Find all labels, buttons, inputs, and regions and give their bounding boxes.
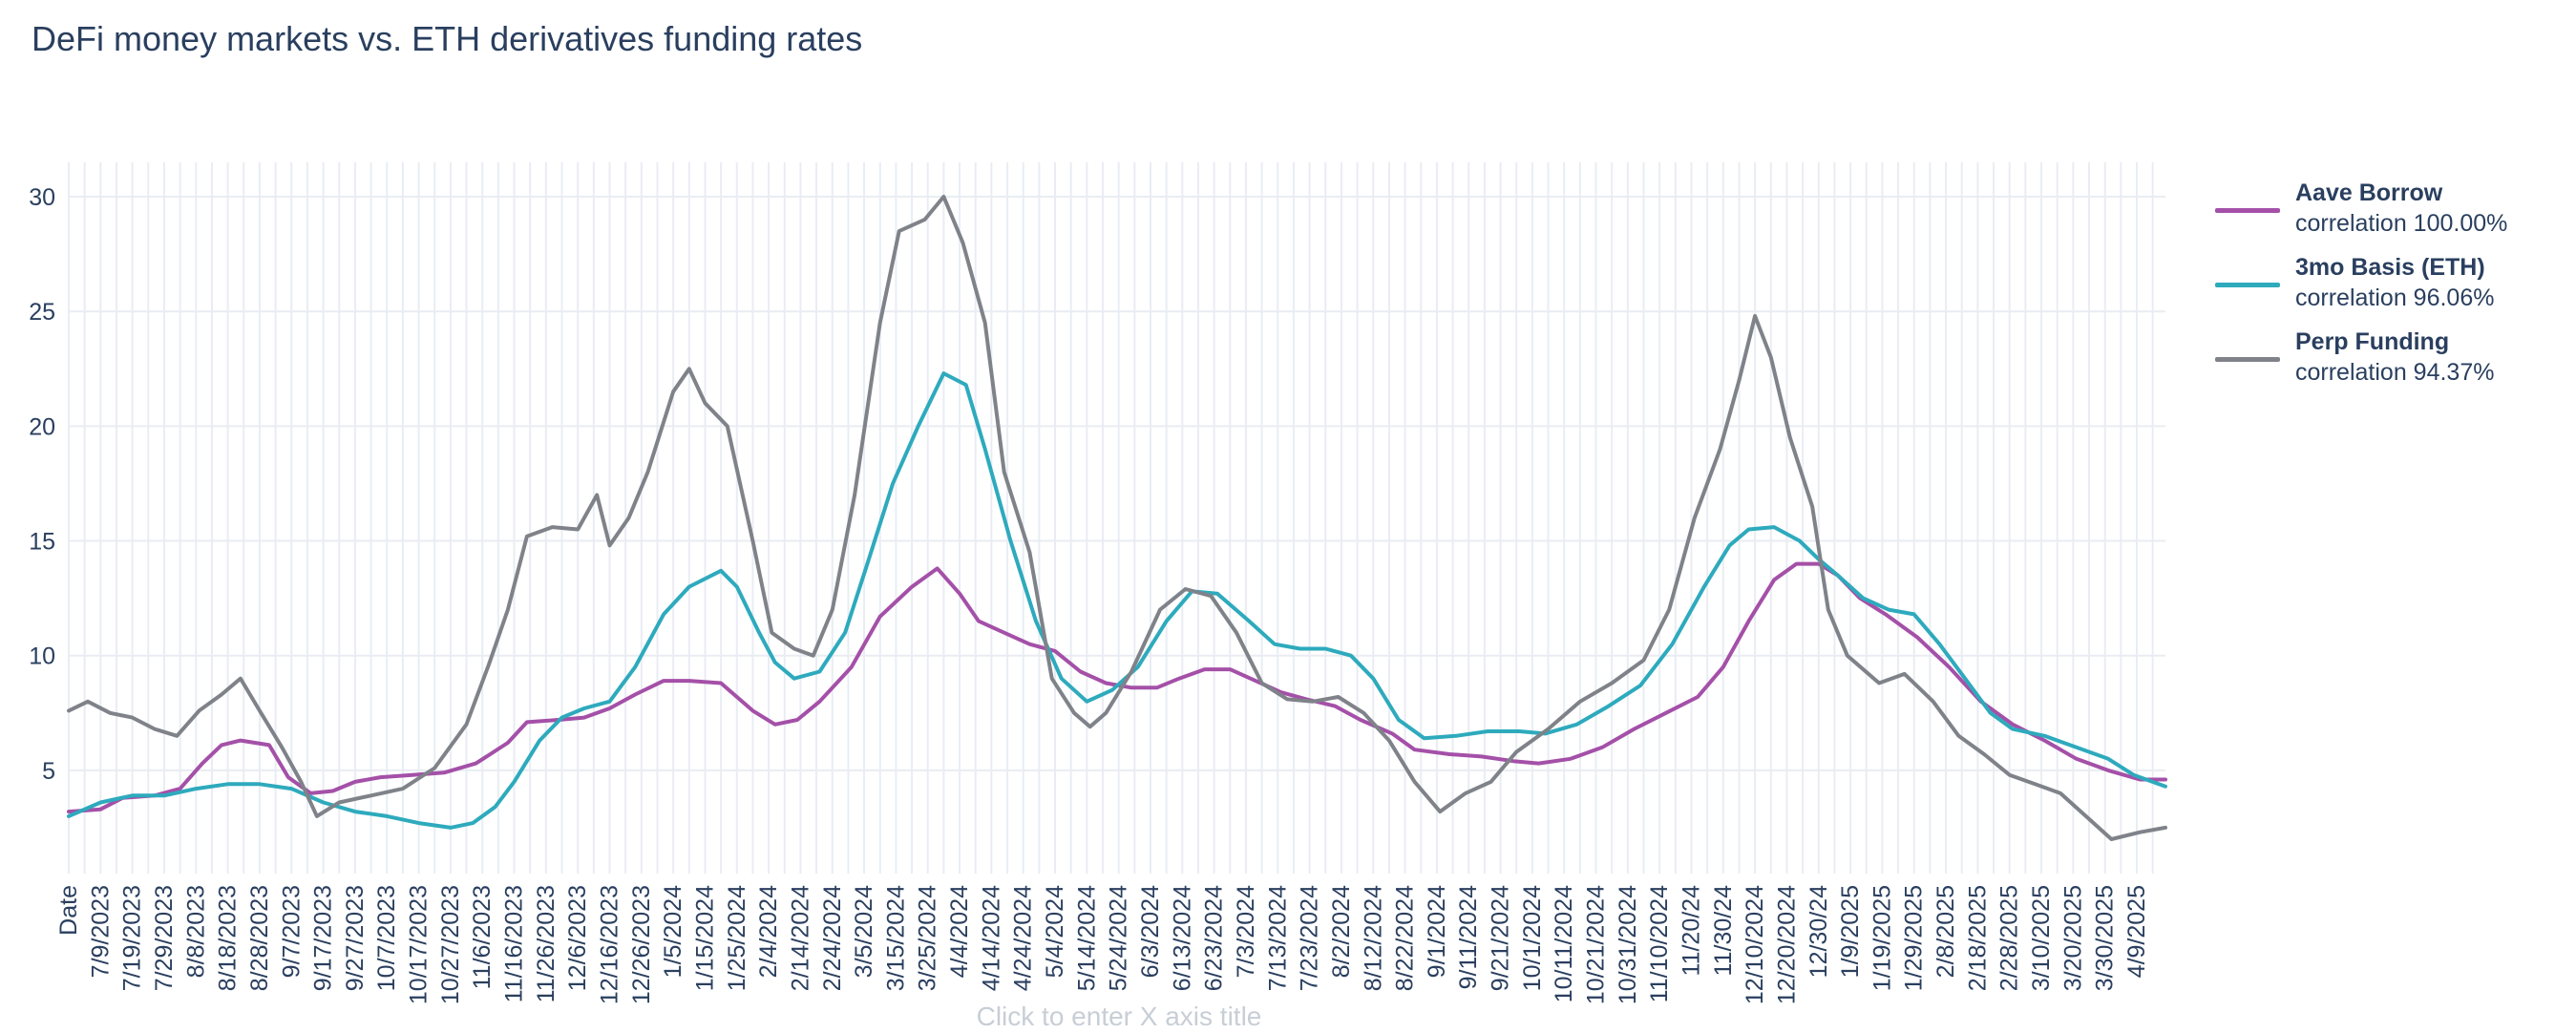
x-tick-label: 10/31/2024 [1615, 885, 1641, 1004]
x-tick-label: 10/21/2024 [1583, 885, 1610, 1004]
x-tick-label: 9/21/2024 [1488, 885, 1514, 991]
x-tick-label: 5/4/2024 [1042, 885, 1068, 978]
series-line-aave-borrow[interactable] [67, 561, 2167, 814]
series-layer [67, 195, 2167, 841]
x-tick-label: 1/25/2024 [724, 885, 750, 991]
x-tick-label: 5/24/2024 [1106, 885, 1132, 991]
x-axis-date-label: Date [55, 885, 82, 936]
x-axis-title-placeholder[interactable]: Click to enter X axis title [977, 1001, 1262, 1031]
y-tick-label: 20 [29, 413, 55, 440]
legend-swatch [2215, 208, 2280, 213]
legend-swatch [2215, 357, 2280, 362]
x-tick-label: 12/10/2024 [1742, 885, 1768, 1004]
x-tick-label: 9/1/2024 [1424, 885, 1450, 978]
x-tick-label: 9/17/2023 [310, 885, 337, 991]
x-tick-label: 11/30/24 [1710, 885, 1737, 977]
series-line-perp-funding[interactable] [67, 195, 2167, 841]
x-tick-label: 6/23/2024 [1201, 885, 1228, 991]
x-tick-label: 3/25/2024 [915, 885, 941, 991]
x-tick-label: 1/19/2025 [1869, 885, 1895, 991]
x-tick-label: 8/22/2024 [1392, 885, 1419, 991]
x-tick-label: 7/29/2023 [151, 885, 178, 991]
grid-layer [68, 162, 2165, 874]
legend-series-name: 3mo Basis (ETH) [2295, 254, 2485, 281]
x-tick-label: 7/23/2024 [1297, 885, 1323, 991]
x-tick-label: 10/7/2023 [373, 885, 400, 991]
x-tick-label: 10/1/2024 [1519, 885, 1546, 991]
x-tick-label: 2/4/2024 [755, 885, 782, 978]
x-tick-label: 2/8/2025 [1932, 885, 1959, 978]
x-tick-label: 10/27/2023 [437, 885, 464, 1004]
x-tick-label: 3/15/2024 [882, 885, 909, 991]
x-tick-label: 12/16/2023 [596, 885, 623, 1004]
y-tick-label: 10 [29, 643, 55, 670]
x-tick-label: 7/19/2023 [119, 885, 146, 991]
x-tick-label: 6/13/2024 [1169, 885, 1195, 991]
y-tick-label: 15 [29, 529, 55, 556]
x-tick-label: 2/24/2024 [819, 885, 846, 991]
x-tick-label: 11/26/2023 [533, 885, 560, 1002]
x-tick-label: 4/9/2025 [2123, 885, 2150, 978]
x-tick-label: 10/11/2024 [1551, 885, 1577, 1002]
x-tick-label: 3/5/2024 [851, 885, 877, 978]
x-tick-label: 8/28/2023 [246, 885, 273, 991]
x-tick-label: 12/20/2024 [1773, 885, 1800, 1004]
x-tick-label: 3/10/2025 [2028, 885, 2055, 991]
y-tick-label: 5 [42, 758, 55, 785]
x-tick-label: 4/14/2024 [978, 885, 1004, 991]
x-tick-label: 4/24/2024 [1010, 885, 1037, 991]
x-axis-ticks: Date 7/9/2023 7/19/2023 7/29/2023 8/8/2023 8/… [55, 885, 2150, 1004]
x-tick-label: 4/4/2024 [946, 885, 973, 978]
x-tick-label: 9/11/2024 [1455, 885, 1482, 989]
y-axis-ticks: 5 10 15 20 25 30 [29, 184, 55, 785]
legend-correlation: correlation 94.37% [2295, 359, 2495, 386]
legend-series-name: Perp Funding [2295, 328, 2450, 355]
x-tick-label: 11/10/2024 [1646, 885, 1673, 1002]
x-tick-label: 7/9/2023 [87, 885, 114, 978]
x-tick-label: 2/28/2025 [1996, 885, 2023, 991]
x-tick-label: 1/9/2025 [1837, 885, 1864, 978]
chart-title: DeFi money markets vs. ETH derivatives f… [32, 19, 863, 58]
x-tick-label: 10/17/2023 [406, 885, 433, 1004]
x-tick-label: 1/15/2024 [691, 885, 718, 991]
x-tick-label: 7/3/2024 [1233, 885, 1259, 978]
x-tick-label: 11/16/2023 [501, 885, 528, 1002]
x-tick-label: 6/3/2024 [1137, 885, 1164, 978]
x-tick-label: 1/5/2024 [660, 885, 686, 978]
x-tick-label: 9/7/2023 [278, 885, 305, 978]
legend-series-name: Aave Borrow [2295, 179, 2443, 206]
x-tick-label: 9/27/2023 [342, 885, 369, 991]
x-tick-label: 12/6/2023 [564, 885, 591, 991]
y-tick-label: 25 [29, 299, 55, 326]
y-tick-label: 30 [29, 184, 55, 211]
legend-correlation: correlation 100.00% [2295, 210, 2508, 237]
series-line-3mo-basis-eth[interactable] [67, 371, 2167, 830]
x-tick-label: 12/30/24 [1805, 885, 1832, 978]
x-tick-label: 2/18/2025 [1964, 885, 1991, 991]
x-tick-label: 8/12/2024 [1360, 885, 1386, 991]
x-tick-label: 8/18/2023 [215, 885, 242, 991]
x-tick-label: 3/30/2025 [2092, 885, 2119, 991]
x-tick-label: 8/2/2024 [1328, 885, 1355, 978]
legend-correlation: correlation 96.06% [2295, 285, 2495, 311]
x-tick-label: 8/8/2023 [182, 885, 209, 978]
x-tick-label: 12/26/2023 [628, 885, 655, 1004]
legend-swatch [2215, 283, 2280, 287]
x-tick-label: 11/20/24 [1678, 885, 1704, 977]
x-tick-label: 1/29/2025 [1901, 885, 1928, 991]
x-tick-label: 2/14/2024 [787, 885, 813, 991]
x-tick-label: 5/14/2024 [1073, 885, 1100, 991]
x-tick-label: 11/6/2023 [469, 885, 496, 989]
x-tick-label: 7/13/2024 [1264, 885, 1291, 991]
x-tick-label: 3/20/2025 [2059, 885, 2086, 991]
